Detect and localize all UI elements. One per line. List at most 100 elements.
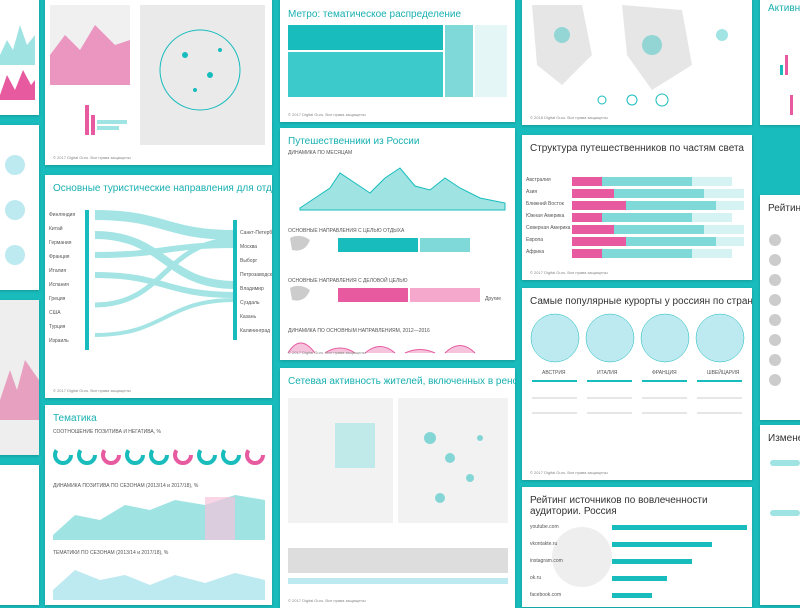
deco-bar — [704, 225, 744, 234]
deco-bar — [692, 249, 732, 258]
card — [0, 0, 39, 115]
label: США — [49, 310, 61, 316]
deco — [552, 525, 747, 598]
label: Москва — [240, 244, 258, 250]
label: Финляндия — [49, 212, 76, 218]
card: © 2018 Digital Guru. Все права защищены — [522, 0, 752, 125]
label: Другие — [485, 296, 502, 302]
deco-bar — [572, 225, 614, 234]
card: Тематика СООТНОШЕНИЕ ПОЗИТИВА И НЕГАТИВА… — [45, 405, 272, 605]
label: Ближний Восток — [526, 201, 564, 207]
title: Сетевая активность жителей, включенных в… — [288, 376, 515, 387]
card: Рейтинг источников по вовлеченности ауди… — [522, 487, 752, 607]
deco-bar — [602, 213, 692, 222]
label: Европа — [526, 237, 544, 243]
footer: © 2017 Digital Guru. Все права защищены — [530, 470, 608, 475]
deco — [288, 398, 508, 584]
deco-bar — [572, 177, 602, 186]
label: instagram.com — [530, 558, 563, 564]
deco-bar — [614, 225, 704, 234]
deco-bar — [692, 213, 732, 222]
card: Путешественники из России ДИНАМИКА ПО МЕ… — [280, 128, 515, 360]
deco — [780, 55, 793, 115]
deco — [572, 177, 744, 258]
label: Франция — [49, 254, 70, 260]
deco-donut — [101, 445, 121, 465]
label: Суздаль — [240, 300, 260, 306]
deco — [530, 313, 745, 414]
label: Греция — [49, 296, 66, 302]
label: Казань — [240, 314, 257, 320]
card: Сетевая активность жителей, включенных в… — [280, 368, 515, 608]
card: Изменения — [760, 425, 800, 605]
deco-bar — [626, 201, 716, 210]
deco-donut — [221, 445, 241, 465]
label: Владимир — [240, 286, 264, 292]
label: Китай — [49, 226, 63, 232]
label: Азия — [526, 189, 538, 195]
deco-bar — [614, 189, 704, 198]
title: Метро: тематическое распределение — [288, 9, 462, 20]
label: Выборг — [240, 258, 258, 264]
label: Испания — [49, 282, 69, 288]
deco-bar — [572, 213, 602, 222]
title: Активность — [768, 3, 800, 14]
label: facebook.com — [530, 592, 562, 598]
deco — [0, 25, 35, 100]
deco-bar — [716, 237, 744, 246]
deco-bar — [716, 201, 744, 210]
card: Основные туристические направления для о… — [45, 175, 272, 398]
title: Путешественники из России — [288, 136, 420, 147]
footer: © 2017 Digital Guru. Все права защищены — [288, 598, 366, 603]
footer: © 2017 Digital Guru. Все права защищены — [530, 270, 608, 275]
deco-bar — [602, 249, 692, 258]
deco — [287, 167, 506, 354]
deco-bar — [572, 189, 614, 198]
card — [0, 300, 39, 455]
label: Северная Америка — [526, 225, 571, 231]
title: Тематика — [53, 413, 97, 424]
subtitle: ДИНАМИКА ПО ОСНОВНЫМ НАПРАВЛЕНИЯМ, 2012—… — [288, 328, 430, 334]
deco — [53, 445, 265, 600]
card: © 2017 Digital Guru. Все права защищены — [45, 0, 272, 165]
deco-donut — [77, 445, 97, 465]
card: Активность — [760, 0, 800, 125]
deco — [532, 5, 728, 107]
card — [0, 125, 39, 290]
label: Санкт-Петербург — [240, 230, 272, 236]
deco-bar — [572, 237, 626, 246]
subtitle: ОСНОВНЫЕ НАПРАВЛЕНИЯ С ЦЕЛЬЮ ОТДЫХА — [288, 228, 405, 234]
label: АВСТРИЯ — [542, 370, 566, 376]
footer: © 2017 Digital Guru. Все права защищены — [53, 388, 131, 393]
label: ok.ru — [530, 575, 542, 581]
label: youtube.com — [530, 524, 559, 530]
label: Австралия — [526, 177, 551, 183]
footer: © 2017 Digital Guru. Все права защищены — [53, 155, 131, 160]
deco — [288, 25, 507, 97]
deco — [0, 360, 39, 420]
subtitle: СООТНОШЕНИЕ ПОЗИТИВА И НЕГАТИВА, % — [53, 429, 161, 435]
label: Германия — [49, 240, 72, 246]
deco-donut — [197, 445, 217, 465]
footer: © 2018 Digital Guru. Все права защищены — [530, 115, 608, 120]
label: Петрозаводск — [240, 272, 272, 278]
subtitle: ТЕМАТИКИ ПО СЕЗОНАМ (2013/14 и 2017/18),… — [53, 550, 169, 556]
deco-donut — [149, 445, 169, 465]
label: vkontakte.ru — [530, 541, 558, 547]
label: Калининград — [240, 328, 271, 334]
footer: © 2017 Digital Guru. Все права защищены — [288, 112, 366, 117]
label: Турция — [49, 324, 66, 330]
subtitle: ДИНАМИКА ПО МЕСЯЦАМ — [288, 150, 353, 156]
label: Италия — [49, 268, 67, 274]
title: Рейтинг источников по вовлеченности ауди… — [530, 495, 708, 517]
title: Основные туристические направления для о… — [53, 183, 272, 194]
deco — [769, 234, 781, 386]
title: Изменения — [768, 433, 800, 444]
deco — [85, 210, 237, 350]
card: Рейтинг и — [760, 195, 800, 420]
deco-bar — [572, 201, 626, 210]
deco-bar — [692, 177, 732, 186]
subtitle: ДИНАМИКА ПОЗИТИВА ПО СЕЗОНАМ (2013/14 и … — [53, 483, 199, 489]
title: Структура путешественников по частям све… — [530, 143, 744, 154]
